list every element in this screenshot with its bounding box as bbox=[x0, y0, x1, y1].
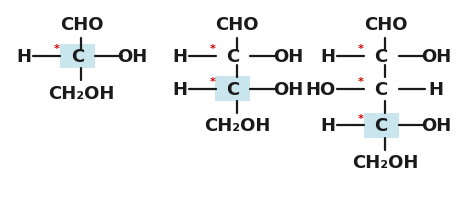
Text: H: H bbox=[429, 80, 444, 98]
Text: OH: OH bbox=[421, 48, 451, 66]
Bar bbox=[215, 77, 250, 101]
Text: H: H bbox=[172, 48, 187, 66]
Text: *: * bbox=[358, 77, 364, 87]
Text: CH₂OH: CH₂OH bbox=[204, 117, 270, 135]
Text: CH₂OH: CH₂OH bbox=[352, 153, 419, 171]
Text: *: * bbox=[358, 113, 364, 123]
Text: OH: OH bbox=[117, 48, 147, 66]
Text: CHO: CHO bbox=[215, 16, 259, 34]
Bar bbox=[364, 113, 399, 138]
Text: *: * bbox=[210, 77, 216, 87]
Text: C: C bbox=[71, 48, 84, 66]
Text: C: C bbox=[374, 48, 388, 66]
Text: OH: OH bbox=[273, 80, 303, 98]
Text: C: C bbox=[374, 117, 388, 135]
Text: H: H bbox=[17, 48, 31, 66]
Text: *: * bbox=[54, 44, 60, 54]
Text: OH: OH bbox=[273, 48, 303, 66]
Text: *: * bbox=[210, 44, 216, 54]
Text: H: H bbox=[172, 80, 187, 98]
Text: HO: HO bbox=[306, 80, 336, 98]
Text: H: H bbox=[320, 48, 336, 66]
Text: CH₂OH: CH₂OH bbox=[48, 84, 115, 102]
Text: C: C bbox=[226, 80, 239, 98]
Text: C: C bbox=[226, 48, 239, 66]
Text: CHO: CHO bbox=[60, 16, 103, 34]
Text: H: H bbox=[320, 117, 336, 135]
Bar bbox=[60, 44, 95, 69]
Text: CHO: CHO bbox=[364, 16, 407, 34]
Text: C: C bbox=[374, 80, 388, 98]
Text: OH: OH bbox=[421, 117, 451, 135]
Text: *: * bbox=[358, 44, 364, 54]
